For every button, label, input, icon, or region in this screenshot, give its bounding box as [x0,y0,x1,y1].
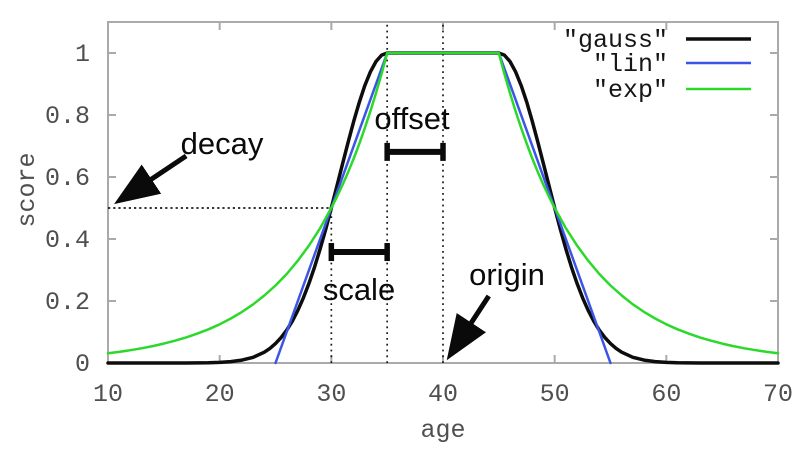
legend-label-lin: "lin" [593,50,668,79]
annotation-scale: scale [323,272,395,307]
x-tick-label: 40 [428,380,458,409]
y-tick-label: 0.4 [45,226,90,255]
y-tick-label: 1 [75,40,90,69]
legend-label-gauss: "gauss" [563,26,668,55]
plot-text-layer: age score decay offset scale origin "gau… [13,26,751,445]
y-axis-label: score [13,152,42,227]
origin-arrow [446,294,491,361]
plot-generated-layer: 10 20 30 40 50 60 70 0 0.2 0.4 0.6 0.8 1 [45,21,793,409]
x-axis-label: age [420,416,465,445]
offset-bracket [384,142,446,161]
legend-label-exp: "exp" [593,76,668,105]
x-tick-label: 60 [651,380,681,409]
y-tick-label: 0.8 [45,102,90,131]
y-tick-label: 0 [75,350,90,379]
plot-frame [107,21,779,364]
decay-arrow [114,153,188,205]
x-tick-label: 10 [93,380,123,409]
exp-curve [106,51,780,355]
x-tick-label: 50 [540,380,570,409]
annotation-offset: offset [374,101,450,136]
y-tick-label: 0.2 [45,288,90,317]
y-tick-label: 0.6 [45,164,90,193]
x-tick-label: 30 [316,380,346,409]
x-tick-label: 70 [763,380,793,409]
annotation-origin: origin [469,257,545,292]
annotation-decay: decay [181,126,264,161]
scale-bracket [328,243,390,262]
legend: "gauss" "lin" "exp" [563,26,751,105]
x-tick-label: 20 [205,380,235,409]
